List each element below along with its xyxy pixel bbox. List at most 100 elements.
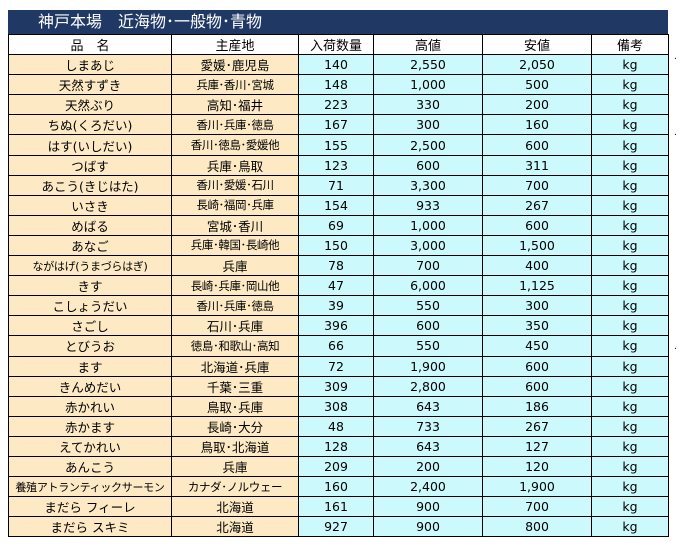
fish-name-cell: まだら スキミ (8, 516, 172, 538)
header-high-price: 高値 (373, 33, 483, 56)
low-price-cell: 700 (482, 496, 592, 518)
quantity-cell: 167 (298, 114, 374, 136)
fish-name-cell: めばる (8, 214, 172, 236)
table-row: ちぬ(くろだい) 香川･兵庫･徳島 167 300 160 kg (8, 114, 669, 136)
low-price-cell: 700 (482, 174, 592, 196)
low-price-cell: 267 (482, 194, 592, 216)
table-row: ながはげ(うまづらはぎ) 兵庫 78 700 400 kg (8, 255, 669, 277)
high-price-cell: 3,300 (373, 174, 483, 196)
unit-cell: kg (591, 134, 669, 156)
low-price-cell: 267 (482, 415, 592, 437)
unit-cell: kg (591, 295, 669, 317)
high-price-cell: 3,000 (373, 234, 483, 257)
unit-cell: kg (591, 194, 669, 216)
fish-name-cell: とびうお (8, 335, 172, 357)
high-price-cell: 2,550 (373, 54, 483, 76)
side-mark: . (674, 128, 677, 138)
quantity-cell: 66 (298, 335, 374, 357)
unit-cell: kg (591, 516, 669, 538)
fish-name-cell: 天然ぶり (8, 94, 172, 116)
fish-name-cell: 赤かれい (8, 395, 172, 417)
low-price-cell: 200 (482, 94, 592, 116)
table-row: はす(いしだい) 香川･徳島･愛媛他 155 2,500 600 kg (8, 134, 669, 156)
origin-cell: 愛媛･鹿児島 (171, 54, 299, 76)
fish-name-cell: きんめだい (8, 375, 172, 397)
unit-cell: kg (591, 496, 669, 518)
high-price-cell: 2,800 (373, 375, 483, 397)
table-row: きんめだい 千葉･三重 309 2,800 600 kg (8, 375, 669, 397)
origin-cell: 宮城･香川 (171, 214, 299, 236)
fish-name-cell: 天然すずき (8, 74, 172, 96)
unit-cell: kg (591, 234, 669, 257)
quantity-cell: 309 (298, 375, 374, 397)
low-price-cell: 2,050 (482, 54, 592, 76)
side-mark: . (674, 52, 677, 62)
quantity-cell: 927 (298, 516, 374, 538)
origin-cell: 長崎･兵庫･岡山他 (171, 275, 299, 297)
high-price-cell: 600 (373, 315, 483, 337)
origin-cell: 徳島･和歌山･高知 (171, 335, 299, 357)
unit-cell: kg (591, 395, 669, 417)
high-price-cell: 330 (373, 94, 483, 116)
unit-cell: kg (591, 455, 669, 478)
quantity-cell: 140 (298, 54, 374, 76)
fish-name-cell: しまあじ (8, 54, 172, 76)
fish-name-cell: ながはげ(うまづらはぎ) (8, 255, 172, 277)
table-row: しまあじ 愛媛･鹿児島 140 2,550 2,050 kg (8, 54, 669, 76)
table-row: 赤かれい 鳥取･兵庫 308 643 186 kg (8, 395, 669, 417)
low-price-cell: 600 (482, 355, 592, 377)
low-price-cell: 350 (482, 315, 592, 337)
high-price-cell: 733 (373, 415, 483, 437)
quantity-cell: 72 (298, 355, 374, 377)
table-row: こしょうだい 香川･兵庫･徳島 39 550 300 kg (8, 295, 669, 317)
low-price-cell: 600 (482, 134, 592, 156)
table-row: つばす 兵庫･鳥取 123 600 311 kg (8, 154, 669, 176)
table-row: あんこう 兵庫 209 200 120 kg (8, 455, 669, 478)
quantity-cell: 160 (298, 476, 374, 498)
high-price-cell: 1,000 (373, 214, 483, 236)
unit-cell: kg (591, 94, 669, 116)
origin-cell: 鳥取･兵庫 (171, 395, 299, 417)
origin-cell: 兵庫･韓国･長崎他 (171, 234, 299, 257)
low-price-cell: 127 (482, 435, 592, 457)
unit-cell: kg (591, 174, 669, 196)
fish-name-cell: こしょうだい (8, 295, 172, 317)
unit-cell: kg (591, 255, 669, 277)
low-price-cell: 311 (482, 154, 592, 176)
high-price-cell: 2,500 (373, 134, 483, 156)
unit-cell: kg (591, 335, 669, 357)
unit-cell: kg (591, 435, 669, 457)
high-price-cell: 933 (373, 194, 483, 216)
quantity-cell: 150 (298, 234, 374, 257)
quantity-cell: 123 (298, 154, 374, 176)
quantity-cell: 48 (298, 415, 374, 437)
fish-name-cell: つばす (8, 154, 172, 176)
unit-cell: kg (591, 275, 669, 297)
header-note: 備考 (591, 33, 669, 56)
table-row: まだら スキミ 北海道 927 900 800 kg (8, 516, 669, 538)
fish-name-cell: えてかれい (8, 435, 172, 457)
origin-cell: 香川･愛媛･石川 (171, 174, 299, 196)
quantity-cell: 128 (298, 435, 374, 457)
low-price-cell: 400 (482, 255, 592, 277)
high-price-cell: 550 (373, 295, 483, 317)
fish-name-cell: あこう(きじはた) (8, 174, 172, 196)
high-price-cell: 1,000 (373, 74, 483, 96)
low-price-cell: 600 (482, 214, 592, 236)
quantity-cell: 71 (298, 174, 374, 196)
quantity-cell: 209 (298, 455, 374, 478)
table-row: いさき 長崎･福岡･兵庫 154 933 267 kg (8, 194, 669, 216)
unit-cell: kg (591, 315, 669, 337)
origin-cell: 兵庫 (171, 455, 299, 478)
origin-cell: 千葉･三重 (171, 375, 299, 397)
low-price-cell: 1,125 (482, 275, 592, 297)
high-price-cell: 300 (373, 114, 483, 136)
origin-cell: カナダ･ノルウェー (171, 476, 299, 498)
origin-cell: 北海道･兵庫 (171, 355, 299, 377)
price-table: 品 名 主産地 入荷数量 高値 安値 備考 しまあじ 愛媛･鹿児島 140 2,550… (8, 33, 669, 538)
fish-name-cell: はす(いしだい) (8, 134, 172, 156)
high-price-cell: 900 (373, 496, 483, 518)
low-price-cell: 1,900 (482, 476, 592, 498)
quantity-cell: 308 (298, 395, 374, 417)
origin-cell: 高知･福井 (171, 94, 299, 116)
